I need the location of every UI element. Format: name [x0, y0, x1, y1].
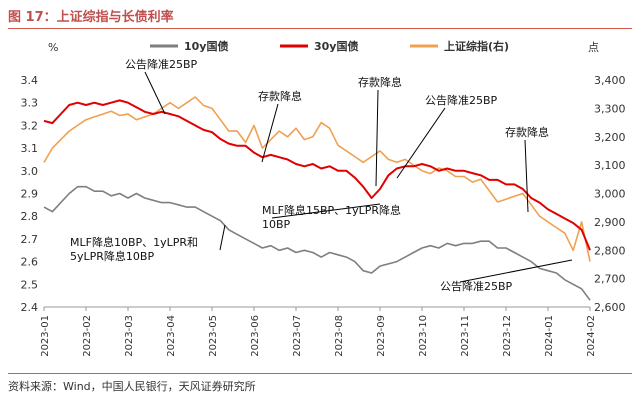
annotation-leader — [524, 139, 529, 213]
annotation-leader — [459, 259, 573, 283]
y-right-tick-label: 3,200 — [594, 131, 626, 144]
x-tick-label: 2023-06 — [250, 315, 261, 357]
y-right-tick-label: 2,900 — [594, 216, 626, 229]
left-axis-unit: % — [48, 41, 58, 54]
y-right-tick-label: 3,100 — [594, 159, 626, 172]
legend: 10y国债 30y国债 上证综指(右) — [150, 39, 509, 53]
x-tick-label: 2023-12 — [502, 315, 513, 357]
y-left-tick-label: 2.4 — [21, 301, 39, 314]
title-rule — [8, 28, 632, 29]
y-left-tick-label: 3.1 — [21, 142, 39, 155]
annotation-leader — [144, 71, 166, 115]
y-right-tick-label: 2,800 — [594, 244, 626, 257]
y-right-tick-label: 2,600 — [594, 301, 626, 314]
source-note: 资料来源：Wind，中国人民银行，天风证券研究所 — [8, 380, 256, 393]
y-right-tick-label: 3,400 — [594, 74, 626, 87]
right-axis-unit: 点 — [588, 41, 599, 54]
annotation-leader — [261, 103, 279, 163]
annotation-label: 5yLPR降息10BP — [70, 249, 154, 263]
annotation-label: MLF降息10BP、1yLPR和 — [70, 235, 198, 249]
axes: 3.4 3.3 3.2 3.1 3.0 2.9 2.8 2.7 2.6 2.5 2.4 3,400 3,… — [21, 74, 626, 357]
annotation-label: 10BP — [262, 218, 291, 231]
y-left-tick-label: 2.9 — [21, 188, 39, 201]
annotation-label: 存款降息 — [358, 75, 402, 89]
x-tick-label: 2023-04 — [166, 315, 177, 357]
legend-label: 30y国债 — [314, 39, 358, 53]
x-tick-label: 2024-02 — [586, 315, 597, 357]
y-left-tick-label: 2.7 — [21, 233, 39, 246]
series-line — [43, 96, 591, 262]
annotation-label: 公告降准25BP — [425, 93, 498, 107]
x-tick-label: 2023-08 — [334, 315, 345, 357]
annotation-label: 公告降准25BP — [125, 57, 198, 71]
source-rule — [8, 373, 632, 374]
annotation-label: 存款降息 — [258, 89, 302, 103]
x-tick-label: 2024-01 — [544, 315, 555, 357]
y-left-tick-label: 2.8 — [21, 210, 39, 223]
x-tick-label: 2023-11 — [460, 315, 471, 357]
x-tick-label: 2023-09 — [376, 315, 387, 357]
y-left-tick-label: 3.4 — [21, 74, 39, 87]
series-line — [43, 185, 591, 301]
y-left-tick-label: 3.0 — [21, 165, 39, 178]
y-left-tick-label: 2.6 — [21, 256, 39, 269]
annotation-leader — [375, 89, 379, 187]
x-tick-label: 2023-02 — [82, 315, 93, 357]
annotation-leader — [271, 203, 381, 219]
series-lines — [43, 96, 591, 301]
y-left-tick-label: 2.5 — [21, 278, 39, 291]
y-right-tick-label: 3,300 — [594, 102, 626, 115]
annotation-leader — [396, 107, 446, 179]
annotation-label: 存款降息 — [505, 125, 549, 139]
x-tick-label: 2023-07 — [292, 315, 303, 357]
series-line — [43, 99, 591, 251]
x-tick-label: 2023-10 — [418, 315, 429, 357]
x-tick-label: 2023-01 — [40, 315, 51, 357]
y-right-tick-label: 3,000 — [594, 188, 626, 201]
y-left-tick-label: 3.3 — [21, 97, 39, 110]
figure-title: 图 17：上证综指与长债利率 — [8, 10, 174, 25]
annotation-leader — [219, 224, 226, 251]
annotation-label: MLF降息15BP、1yLPR降息 — [262, 203, 401, 217]
x-tick-label: 2023-05 — [208, 315, 219, 357]
legend-label: 上证综指(右) — [444, 39, 509, 53]
y-left-tick-label: 3.2 — [21, 119, 39, 132]
x-tick-label: 2023-03 — [124, 315, 135, 357]
y-right-tick-label: 2,700 — [594, 273, 626, 286]
chart: 10y国债 30y国债 上证综指(右) % 点 3.4 3.3 3.2 3.1 3.0 2.9… — [21, 39, 626, 357]
annotation-label: 公告降准25BP — [440, 279, 513, 293]
legend-label: 10y国债 — [184, 39, 228, 53]
